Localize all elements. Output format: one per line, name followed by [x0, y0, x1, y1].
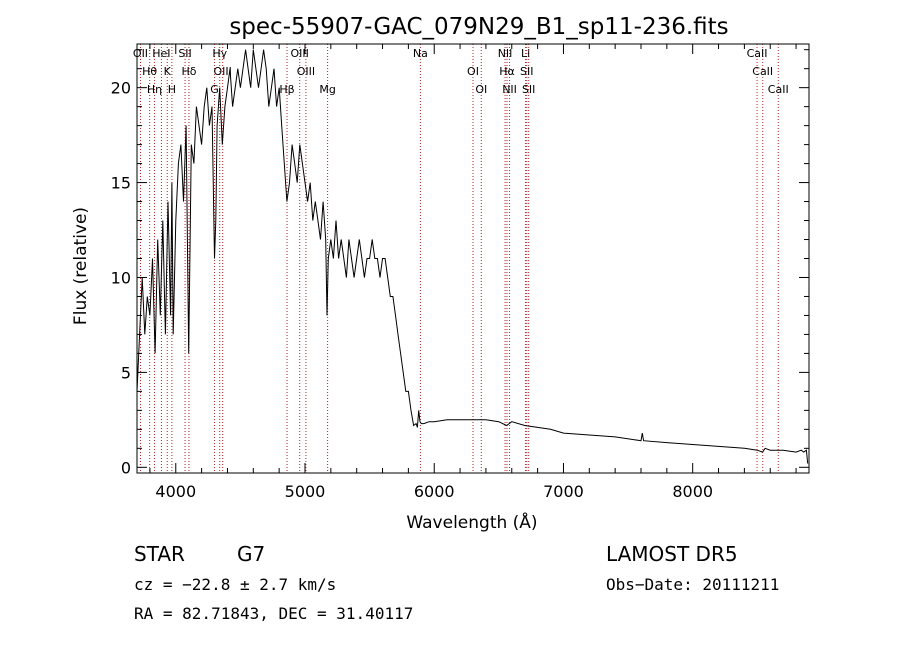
y-tick-label: 5 [121, 363, 131, 382]
obs-date: Obs−Date: 20111211 [606, 575, 779, 594]
line-label: Na [413, 47, 428, 60]
emission-line-markers [139, 44, 779, 473]
plot-frame [136, 43, 810, 474]
line-label: G [210, 83, 219, 96]
line-label: HeI [152, 47, 170, 60]
chart-title: spec-55907-GAC_079N29_B1_sp11-236.fits [229, 14, 728, 40]
line-label: Hθ [142, 65, 157, 78]
y-axis-label: Flux (relative) [71, 207, 91, 325]
object-class: STAR [134, 542, 185, 566]
survey-name: LAMOST DR5 [606, 542, 738, 566]
line-label: Hβ [279, 83, 294, 96]
line-label: Hα [499, 65, 515, 78]
line-label: OIII [291, 47, 309, 60]
x-tick-label: 7000 [543, 482, 584, 501]
line-label: CaII [768, 83, 789, 96]
y-tick-label: 15 [111, 174, 131, 193]
emission-line-labels: OIIHθHηHeIKHSIIHδGHγOIIIHβOIIIOIIIMgNaOI… [133, 47, 789, 96]
line-label: CaII [747, 47, 768, 60]
line-label: NII [502, 83, 517, 96]
object-subclass: G7 [237, 542, 265, 566]
line-label: SII [178, 47, 191, 60]
line-label: OI [467, 65, 479, 78]
line-label: OIII [297, 65, 315, 78]
line-label: SII [520, 65, 533, 78]
line-label: Hγ [212, 47, 227, 60]
line-label: CaII [752, 65, 773, 78]
spectrum-line [136, 49, 809, 464]
x-tick-label: 4000 [155, 482, 196, 501]
x-tick-label: 8000 [672, 482, 713, 501]
line-label: OII [133, 47, 148, 60]
x-axis-ticks: 4000 5000 6000 7000 8000 [149, 44, 797, 501]
x-axis-label: Wavelength (Å) [406, 511, 537, 533]
y-tick-label: 0 [121, 458, 131, 477]
y-axis-ticks: 0 5 10 15 20 [111, 49, 809, 477]
velocity-text: cz = −22.8 ± 2.7 km/s [134, 575, 336, 594]
line-label: Li [521, 47, 530, 60]
line-label: K [164, 65, 172, 78]
line-label: OI [475, 83, 487, 96]
y-tick-label: 20 [111, 79, 131, 98]
x-tick-label: 5000 [285, 482, 326, 501]
line-label: Hδ [181, 65, 196, 78]
line-label: Mg [319, 83, 335, 96]
line-label: Hη [147, 83, 162, 96]
line-label: OIII [213, 65, 231, 78]
line-label: H [168, 83, 176, 96]
line-label: NII [498, 47, 513, 60]
line-label: SII [522, 83, 535, 96]
y-tick-label: 10 [111, 268, 131, 287]
coordinates: RA = 82.71843, DEC = 31.40117 [134, 604, 413, 623]
x-tick-label: 6000 [414, 482, 455, 501]
